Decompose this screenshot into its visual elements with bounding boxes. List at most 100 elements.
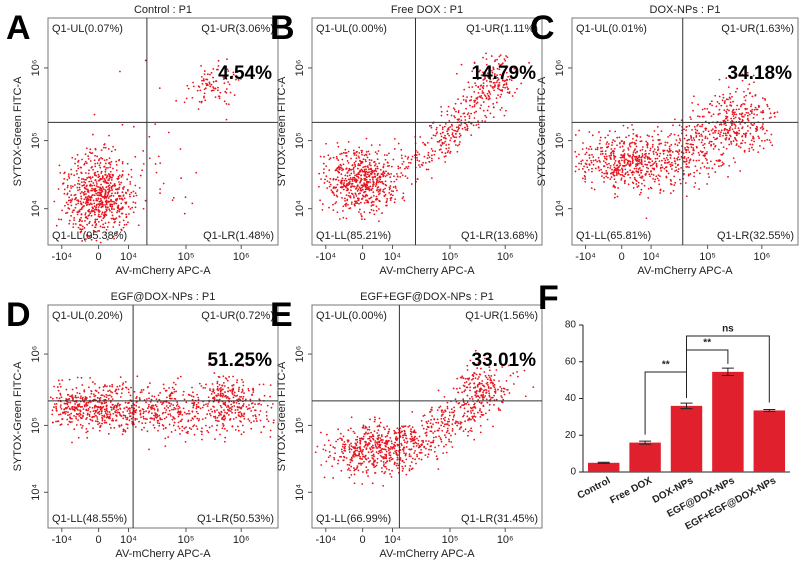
- event-dot: [446, 113, 449, 116]
- event-dot: [746, 114, 749, 117]
- event-dot: [705, 152, 708, 155]
- event-dot: [125, 423, 128, 426]
- event-dot: [719, 112, 721, 115]
- event-dot: [356, 447, 358, 450]
- event-dot: [107, 197, 110, 199]
- event-dot: [451, 132, 454, 134]
- event-dot: [328, 206, 330, 209]
- event-dot: [125, 386, 128, 389]
- event-dot: [118, 385, 121, 387]
- event-dot: [112, 217, 115, 220]
- event-dot: [405, 166, 408, 168]
- event-dot: [122, 219, 125, 222]
- event-dot: [192, 404, 195, 407]
- total-percent: 34.18%: [728, 63, 793, 84]
- event-dot: [773, 115, 776, 118]
- event-dot: [742, 132, 745, 135]
- event-dot: [643, 179, 645, 182]
- event-dot: [209, 389, 211, 392]
- event-dot: [337, 179, 340, 182]
- event-dot: [665, 176, 668, 179]
- event-dot: [224, 403, 227, 406]
- event-dot: [192, 418, 195, 420]
- event-dot: [98, 216, 101, 218]
- event-dot: [132, 190, 135, 193]
- event-dot: [347, 467, 350, 470]
- event-dot: [454, 130, 457, 132]
- event-dot: [638, 155, 641, 158]
- event-dot: [716, 101, 719, 103]
- event-dot: [345, 186, 347, 189]
- event-dot: [696, 124, 698, 127]
- event-dot: [144, 422, 147, 425]
- event-dot: [468, 115, 471, 118]
- event-dot: [646, 143, 649, 146]
- event-dot: [465, 107, 467, 110]
- event-dot: [697, 103, 700, 106]
- event-dot: [639, 136, 642, 138]
- event-dot: [417, 439, 420, 442]
- event-dot: [480, 74, 483, 77]
- event-dot: [332, 203, 334, 206]
- event-dot: [423, 445, 426, 448]
- event-dot: [378, 208, 380, 210]
- event-dot: [685, 195, 688, 198]
- event-dot: [130, 168, 133, 171]
- y-axis-label: SYTOX-Green FITC-A: [536, 76, 548, 186]
- event-dot: [605, 158, 608, 161]
- event-dot: [389, 187, 391, 190]
- event-dot: [198, 418, 201, 420]
- event-dot: [223, 100, 226, 103]
- event-dot: [668, 145, 671, 148]
- event-dot: [200, 427, 203, 430]
- event-dot: [719, 159, 722, 162]
- event-dot: [407, 165, 410, 168]
- event-dot: [458, 136, 461, 138]
- event-dot: [112, 200, 115, 203]
- event-dot: [689, 116, 692, 119]
- event-dot: [505, 379, 508, 382]
- event-dot: [75, 401, 78, 403]
- event-dot: [404, 167, 406, 170]
- event-dot: [93, 406, 96, 409]
- event-dot: [615, 174, 618, 177]
- event-dot: [378, 424, 381, 427]
- event-dot: [203, 88, 206, 91]
- event-dot: [91, 381, 94, 384]
- event-dot: [684, 182, 687, 184]
- plot-frame: [47, 17, 279, 246]
- event-dot: [644, 157, 646, 159]
- event-dot: [144, 59, 147, 62]
- event-dot: [386, 198, 389, 200]
- event-dot: [642, 165, 645, 168]
- event-dot: [63, 172, 66, 175]
- event-dot: [246, 408, 249, 411]
- event-dot: [367, 188, 370, 190]
- event-dot: [735, 108, 738, 111]
- event-dot: [710, 115, 713, 118]
- event-dot: [329, 177, 332, 180]
- quadrant-lr: Q1-LR(50.53%): [197, 513, 274, 525]
- event-dot: [350, 168, 353, 171]
- event-dot: [87, 172, 90, 175]
- event-dot: [446, 423, 449, 426]
- event-dot: [712, 143, 715, 145]
- event-dot: [84, 213, 87, 216]
- event-dot: [475, 124, 478, 126]
- event-dot: [263, 425, 265, 428]
- event-dot: [439, 148, 442, 151]
- event-dot: [76, 153, 79, 156]
- event-dot: [392, 186, 395, 189]
- event-dot: [697, 132, 700, 135]
- event-dot: [438, 427, 441, 430]
- event-dot: [223, 427, 226, 430]
- total-percent: 14.79%: [472, 63, 537, 84]
- event-dot: [356, 466, 359, 469]
- event-dot: [225, 102, 228, 105]
- event-dot: [75, 387, 78, 389]
- event-dot: [197, 108, 200, 111]
- event-dot: [144, 199, 147, 202]
- event-dot: [394, 441, 396, 444]
- event-dot: [440, 424, 443, 427]
- event-dot: [440, 409, 443, 412]
